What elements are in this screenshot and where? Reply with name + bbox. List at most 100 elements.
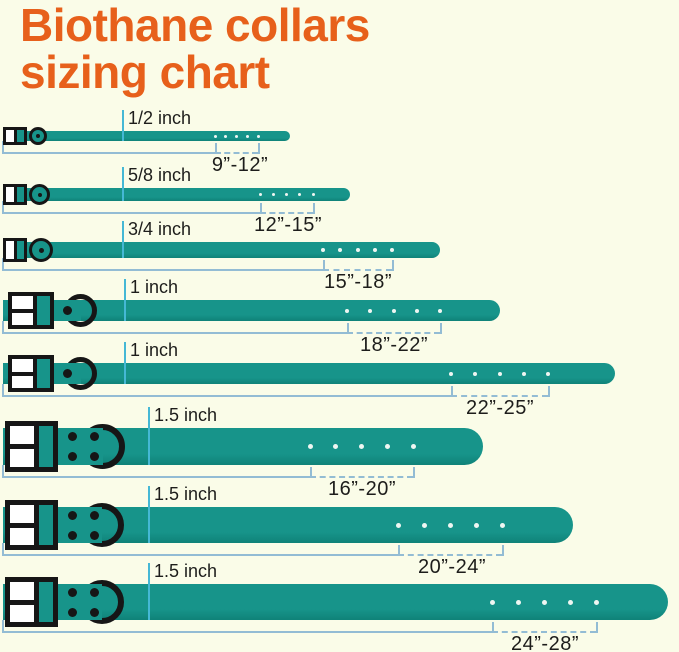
collar-hole	[271, 193, 275, 196]
collar-hole	[421, 522, 427, 528]
bracket-dashed-line	[492, 631, 596, 633]
bracket-line	[2, 269, 323, 271]
width-tick	[148, 486, 150, 543]
buckle-rivet	[67, 452, 77, 461]
buckle-rivet	[89, 587, 99, 597]
size-range-label: 22”-25”	[466, 397, 534, 419]
collar-hole	[515, 599, 521, 605]
collar-hole	[489, 599, 495, 605]
buckle-window	[6, 241, 18, 259]
bracket-left-tick	[2, 258, 4, 269]
title-line-2: sizing chart	[20, 46, 270, 98]
collar-hole	[438, 308, 442, 313]
collar-hole	[245, 134, 249, 138]
buckle-window	[10, 582, 39, 622]
title-line-1: Biothane collars	[20, 0, 370, 51]
bracket-left-tick	[2, 465, 4, 476]
width-label: 1/2 inch	[128, 108, 192, 128]
collar-hole	[345, 308, 349, 313]
buckle-rivet	[89, 432, 99, 441]
bracket-dashed-line	[347, 332, 440, 334]
width-label: 3/4 inch	[128, 219, 192, 239]
bracket-line	[2, 631, 492, 633]
collar-hole	[307, 444, 313, 449]
width-tick	[124, 342, 126, 384]
buckle-rivet	[89, 510, 99, 520]
buckle-rivet	[67, 607, 77, 617]
buckle-frame	[8, 292, 54, 329]
bracket-line	[2, 212, 260, 214]
bracket-dashed-line	[260, 212, 313, 214]
collar-hole	[473, 371, 478, 376]
buckle-center-bar	[10, 522, 34, 528]
size-range-label: 16”-20”	[328, 478, 396, 500]
bracket-max-tick	[413, 467, 415, 478]
buckle-center-bar	[12, 371, 33, 376]
bracket-left-tick	[2, 384, 4, 395]
collar-hole	[447, 522, 453, 528]
bracket-min-tick	[398, 545, 400, 556]
buckle-window	[6, 187, 18, 202]
bracket-line	[2, 476, 310, 478]
collar-hole	[541, 599, 547, 605]
collar-hole	[355, 248, 360, 252]
buckle-center-bar	[12, 308, 33, 313]
collar-hole	[224, 134, 228, 138]
size-range-label: 18”-22”	[360, 334, 428, 356]
bracket-max-tick	[440, 323, 442, 334]
bracket-min-tick	[215, 143, 217, 154]
collar-band	[3, 300, 500, 321]
bracket-line	[2, 152, 215, 154]
buckle-window	[12, 296, 37, 325]
collar-hole	[338, 248, 343, 252]
bracket-left-tick	[2, 620, 4, 631]
width-tick	[122, 110, 124, 141]
collar-hole	[390, 248, 394, 252]
width-tick	[148, 407, 150, 465]
collar-hole	[256, 134, 260, 138]
width-label: 1.5 inch	[154, 405, 218, 425]
buckle-rivet	[67, 530, 77, 540]
collar-hole	[298, 193, 302, 196]
bracket-max-tick	[548, 386, 550, 397]
width-label: 1 inch	[130, 340, 179, 360]
width-label: 1.5 inch	[154, 561, 218, 581]
size-range-label: 9”-12”	[211, 154, 269, 176]
size-range-label: 24”-28”	[511, 633, 579, 652]
collar-hole	[546, 371, 550, 376]
bracket-dashed-line	[451, 395, 548, 397]
buckle-rivet	[62, 306, 72, 315]
width-tick	[124, 279, 126, 321]
buckle-rivet	[67, 432, 77, 441]
bracket-max-tick	[258, 143, 260, 154]
buckle-frame	[5, 500, 58, 550]
collar-hole	[285, 193, 288, 196]
bracket-line	[2, 395, 451, 397]
collar-hole	[368, 308, 373, 313]
buckle-frame	[5, 577, 58, 627]
bracket-min-tick	[492, 622, 494, 633]
width-tick	[122, 221, 124, 258]
buckle-ring-pin	[38, 247, 44, 253]
size-range-label: 12”-15”	[254, 214, 322, 236]
bracket-line	[2, 332, 347, 334]
buckle-frame	[3, 184, 27, 205]
bracket-max-tick	[313, 203, 315, 214]
size-range-label: 20”-24”	[418, 556, 486, 578]
collar-hole	[567, 599, 573, 605]
collar-hole	[499, 522, 505, 528]
buckle-window	[12, 359, 37, 388]
buckle-window	[6, 130, 18, 142]
width-tick	[122, 167, 124, 201]
buckle-ring-pin	[36, 134, 40, 138]
collar-band	[3, 188, 350, 201]
collar-hole	[321, 248, 325, 252]
collar-hole	[473, 522, 479, 528]
collar-band	[3, 363, 615, 384]
collar-hole	[449, 371, 453, 376]
collar-hole	[213, 134, 217, 138]
width-label: 5/8 inch	[128, 165, 192, 185]
width-label: 1 inch	[130, 277, 179, 297]
size-range-label: 15”-18”	[324, 271, 392, 293]
